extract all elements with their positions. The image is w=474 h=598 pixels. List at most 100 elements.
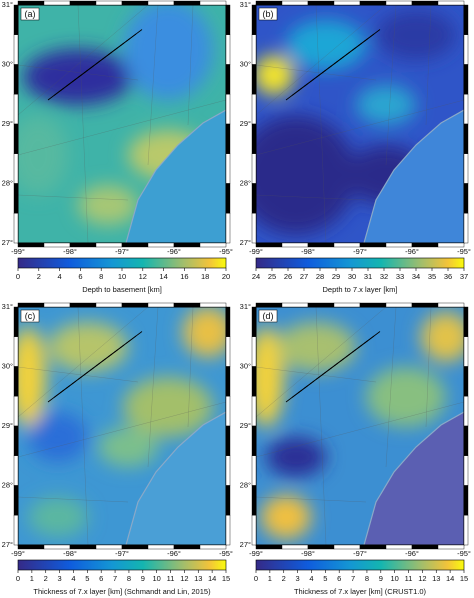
lon-tick-label: -97°: [353, 549, 367, 558]
colorbar-tick-label: 25: [268, 272, 276, 281]
frame-segment: [147, 0, 175, 6]
frame-segment: [463, 4, 469, 35]
colorbar-tick-label: 2: [37, 272, 41, 281]
frame-segment: [13, 366, 19, 397]
lon-tick-label: -96°: [405, 549, 419, 558]
lat-tick-label: 27°: [2, 540, 13, 549]
frame-segment: [199, 0, 227, 6]
frame-segment: [463, 153, 469, 184]
lon-tick-label: -97°: [353, 247, 367, 256]
frame-segment: [43, 302, 71, 308]
lat-tick-label: 31°: [2, 302, 13, 311]
color-blob: [421, 312, 464, 362]
frame-segment: [225, 396, 231, 427]
coastline: [125, 411, 226, 545]
coastline: [363, 109, 464, 243]
frame-segment: [225, 336, 231, 367]
frame-segment: [225, 213, 231, 244]
frame-segment: [17, 0, 45, 6]
frame-segment: [225, 306, 231, 337]
colorbar-tick-label: 4: [309, 574, 313, 583]
lat-tick-label: 28°: [240, 178, 251, 187]
fault: [125, 331, 143, 344]
colorbar-tick-label: 16: [180, 272, 188, 281]
county-border: [187, 307, 194, 428]
lat-tick-label: 29°: [2, 421, 13, 430]
lat-tick-label: 29°: [2, 119, 13, 128]
frame-segment: [251, 183, 257, 214]
colorbar-tick-label: 27: [300, 272, 308, 281]
colorbar-tick-label: 5: [323, 574, 327, 583]
panel-label: (c): [25, 311, 36, 321]
county-border: [256, 496, 367, 503]
frame-segment: [307, 302, 335, 308]
county-border: [256, 5, 387, 116]
frame-segment: [251, 213, 257, 244]
frame-segment: [333, 0, 361, 6]
frame-segment: [359, 0, 387, 6]
lon-tick-label: -95°: [457, 549, 471, 558]
colorbar-tick-label: 8: [99, 272, 103, 281]
lon-tick-label: -99°: [249, 549, 263, 558]
lat-tick-label: 28°: [2, 178, 13, 187]
color-blob: [123, 377, 213, 437]
colorbar-tick-label: 33: [396, 272, 404, 281]
colorbar-tick-label: 1: [30, 574, 34, 583]
color-blob: [28, 497, 88, 537]
lon-tick-label: -95°: [219, 549, 233, 558]
lon-tick-label: -95°: [457, 247, 471, 256]
frame-segment: [13, 183, 19, 214]
color-blob: [266, 437, 326, 477]
color-blob: [18, 327, 46, 427]
color-blob: [276, 322, 356, 372]
colorbar-tick-label: 14: [159, 272, 167, 281]
colorbar-tick-label: 10: [152, 574, 160, 583]
frame-segment: [463, 455, 469, 486]
frame-segment: [225, 34, 231, 65]
county-border: [147, 307, 159, 468]
colorbar-tick-label: 8: [365, 574, 369, 583]
lat-tick-label: 30°: [2, 361, 13, 370]
frame-segment: [463, 485, 469, 516]
colorbar-tick-label: 7: [113, 574, 117, 583]
colorbar-tick-label: 5: [85, 574, 89, 583]
frame-segment: [173, 302, 201, 308]
frame-segment: [251, 123, 257, 154]
colorbar-tick-label: 0: [16, 272, 20, 281]
panel: (c) -99° -98° -97° -96° -95° 27° 28° 29° 30° 31° 0 1…: [2, 302, 233, 596]
county-border: [18, 64, 139, 81]
color-blob: [78, 185, 138, 225]
color-blob: [18, 115, 68, 195]
frame-segment: [251, 425, 257, 456]
colorbar-tick-label: 13: [432, 574, 440, 583]
county-border: [256, 99, 464, 156]
frame-segment: [333, 302, 361, 308]
frame-segment: [13, 64, 19, 95]
fault: [363, 29, 381, 42]
frame-segment: [121, 0, 149, 6]
frame-segment: [251, 94, 257, 125]
frame-segment: [463, 425, 469, 456]
lat-tick-label: 27°: [240, 540, 251, 549]
colorbar-tick-label: 0: [16, 574, 20, 583]
colorbar-tick-label: 32: [380, 272, 388, 281]
frame-segment: [13, 396, 19, 427]
frame-segment: [13, 455, 19, 486]
frame-segment: [385, 0, 413, 6]
frame-segment: [463, 336, 469, 367]
colorbar-tick-label: 26: [284, 272, 292, 281]
frame-segment: [13, 213, 19, 244]
colorbar-tick-label: 12: [139, 272, 147, 281]
frame-segment: [251, 336, 257, 367]
panel-label-box: [20, 7, 40, 21]
frame-segment: [437, 242, 465, 248]
panel-label-box: [258, 7, 278, 21]
lon-tick-label: -96°: [167, 549, 181, 558]
lon-tick-label: -99°: [11, 247, 25, 256]
panel-label: (a): [25, 9, 36, 19]
panel-label: (d): [263, 311, 274, 321]
colorbar-label: Thickness of 7.x layer [km] (CRUST1.0): [294, 587, 427, 596]
frame-segment: [69, 0, 97, 6]
map: [18, 5, 226, 243]
colorbar: [17, 559, 227, 571]
